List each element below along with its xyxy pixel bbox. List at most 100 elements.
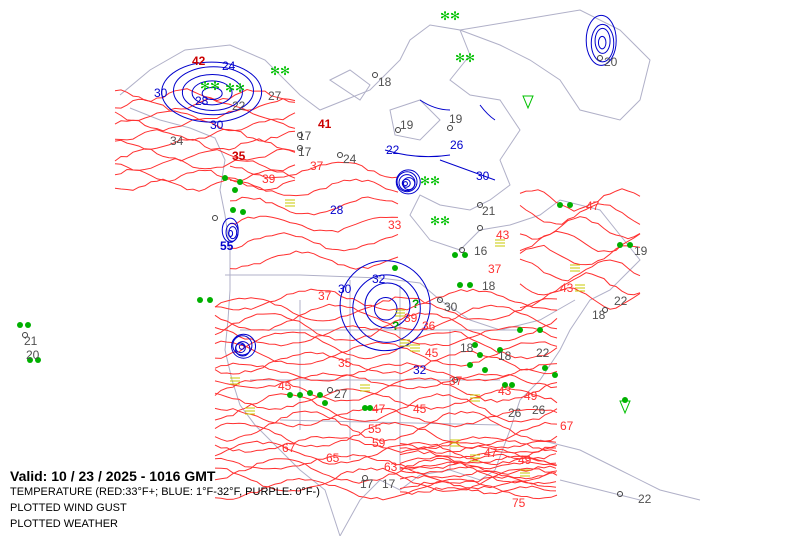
station-value-label: 49 <box>524 389 538 403</box>
station-value-label: 37 <box>488 262 502 276</box>
station-circle-icon <box>297 145 303 151</box>
blue-isotherm <box>191 80 233 106</box>
station-circle-icon <box>372 72 378 78</box>
blue-isotherm <box>419 99 451 111</box>
station-circle-icon <box>477 225 483 231</box>
rain-dot-icon <box>542 365 548 371</box>
red-isotherm <box>399 455 557 465</box>
rain-dot-icon <box>25 322 31 328</box>
station-circle-icon <box>212 215 218 221</box>
blue-isotherm <box>439 159 496 181</box>
rain-dot-icon <box>622 397 628 403</box>
station-value-label: 32 <box>372 272 386 286</box>
station-circle-icon <box>477 202 483 208</box>
station-value-label: 32 <box>413 363 427 377</box>
red-isotherm <box>214 407 558 428</box>
blue-isotherm <box>172 66 254 116</box>
station-value-label: 26 <box>450 138 464 152</box>
blue-isotherm <box>594 27 611 54</box>
blue-isotherm <box>585 14 617 66</box>
blue-isotherm <box>479 104 496 121</box>
station-value-label: 36 <box>422 319 436 333</box>
station-value-label: 22 <box>638 492 652 506</box>
blue-isotherm <box>235 342 246 354</box>
red-isotherm <box>399 470 557 480</box>
rain-dot-icon <box>237 179 243 185</box>
temperature-contours <box>114 14 641 501</box>
rain-dot-icon <box>230 207 236 213</box>
red-isotherm <box>519 244 641 266</box>
red-isotherm <box>229 250 399 270</box>
station-circle-icon <box>452 377 458 383</box>
red-isotherm <box>399 440 557 450</box>
valid-time: Valid: 10 / 23 / 2025 - 1016 GMT <box>10 468 216 484</box>
red-isotherm <box>214 435 558 453</box>
station-value-label: 17 <box>298 145 312 159</box>
snow-icon: ✻✻ <box>430 214 450 228</box>
station-value-label: 39 <box>262 172 276 186</box>
station-value-label: 59 <box>372 436 386 450</box>
snow-icon: ✻✻ <box>225 81 245 95</box>
rain-dot-icon <box>307 390 313 396</box>
blue-isotherm <box>228 229 234 237</box>
red-isotherm <box>114 148 296 162</box>
red-isotherm <box>214 325 558 347</box>
snow-icon: ✻✻ <box>270 64 290 78</box>
station-value-label: 30 <box>154 86 168 100</box>
rain-dot-icon <box>457 282 463 288</box>
red-isotherm <box>214 393 558 423</box>
red-isotherm <box>399 485 557 495</box>
red-isotherm <box>214 303 558 331</box>
rain-dot-icon <box>627 242 633 248</box>
station-value-label: 35 <box>232 149 246 163</box>
station-value-label: 75 <box>512 496 526 510</box>
station-circle-icon <box>459 247 465 253</box>
rain-dot-icon <box>557 202 563 208</box>
coastline <box>119 24 641 536</box>
red-isotherm <box>519 230 641 253</box>
red-isotherm <box>399 480 557 490</box>
red-isotherm <box>214 388 558 411</box>
rain-dot-icon <box>362 405 368 411</box>
rain-dot-icon <box>452 252 458 258</box>
red-isotherm <box>214 350 558 375</box>
station-value-label: 27 <box>334 387 348 401</box>
coastline <box>129 107 341 536</box>
station-circle-icon <box>447 125 453 131</box>
station-circle-icon <box>602 307 608 313</box>
station-value-label: 41 <box>318 117 332 131</box>
station-circle-icon <box>395 127 401 133</box>
red-isotherm <box>519 272 641 296</box>
station-value-label: 43 <box>560 281 574 295</box>
blue-isotherm <box>339 260 431 352</box>
coastline <box>329 69 441 141</box>
station-value-label: 22 <box>614 294 628 308</box>
station-value-label: 28 <box>330 203 344 217</box>
station-value-label: 45 <box>413 402 427 416</box>
blue-isotherm <box>181 73 243 111</box>
station-value-label: 26 <box>508 406 522 420</box>
rain-dot-icon <box>537 327 543 333</box>
rain-dot-icon <box>552 372 558 378</box>
blue-isotherm <box>396 171 418 193</box>
red-isotherm <box>229 215 399 233</box>
red-isotherm <box>214 453 558 470</box>
red-isotherm <box>519 258 641 282</box>
rain-dot-icon <box>222 175 228 181</box>
coastline <box>458 9 651 121</box>
rain-dot-icon <box>35 357 41 363</box>
coastline-layer <box>119 9 701 536</box>
rain-dot-icon <box>502 382 508 388</box>
blue-isotherm <box>373 297 398 321</box>
red-isotherm <box>214 421 558 449</box>
station-value-label: 17 <box>360 477 374 491</box>
station-circle-icon <box>22 332 28 338</box>
rain-dot-icon <box>462 252 468 258</box>
station-value-label: 20 <box>604 55 618 69</box>
snow-icon: ✻✻ <box>455 51 475 65</box>
station-value-label: 33 <box>388 218 402 232</box>
station-value-label: 18 <box>460 341 474 355</box>
rain-dot-icon <box>322 400 328 406</box>
